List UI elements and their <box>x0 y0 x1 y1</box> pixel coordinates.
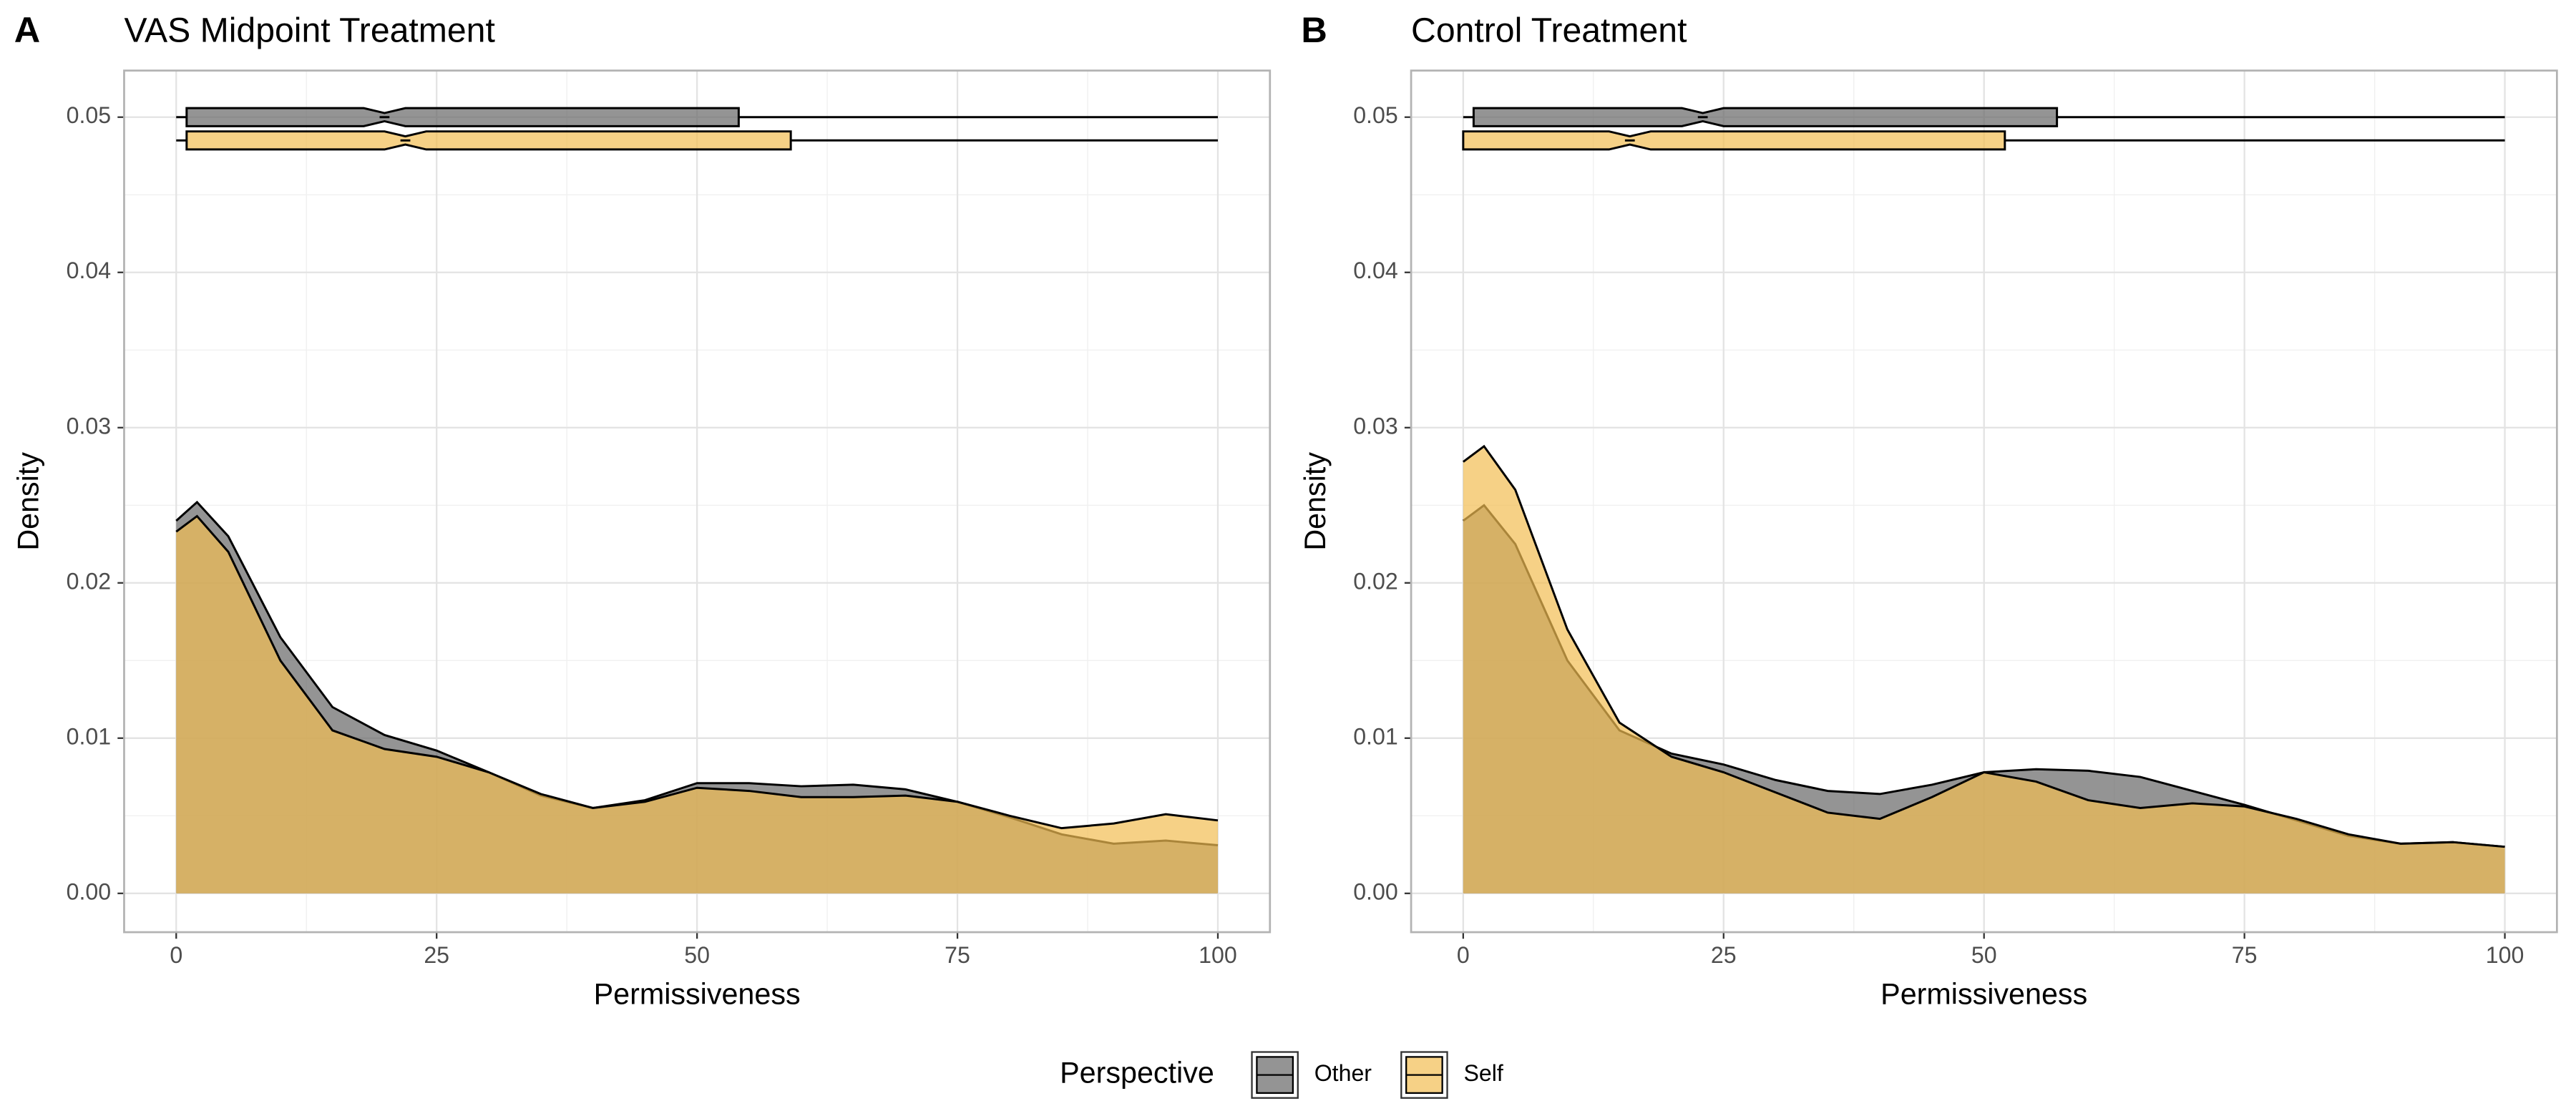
y-tick-label: 0.05 <box>67 102 111 128</box>
y-tick-label: 0.00 <box>1353 878 1398 904</box>
box <box>1462 130 2006 151</box>
panel-title: Control Treatment <box>1411 11 1687 50</box>
legend-label: Other <box>1314 1060 1372 1086</box>
panel-title: VAS Midpoint Treatment <box>124 11 495 50</box>
y-tick-label: 0.05 <box>1353 102 1398 128</box>
panel-tag: B <box>1301 9 1327 50</box>
y-tick-label: 0.01 <box>1353 723 1398 749</box>
x-tick-label: 100 <box>1199 942 1237 968</box>
box <box>185 130 792 151</box>
x-tick-label: 75 <box>2232 942 2258 968</box>
x-tick-label: 100 <box>2486 942 2524 968</box>
x-axis-label: Permissiveness <box>1880 977 2087 1010</box>
density-area <box>1463 446 2505 894</box>
y-axis-label: Density <box>1299 452 1332 551</box>
x-tick-label: 50 <box>684 942 710 968</box>
y-tick-label: 0.04 <box>67 258 111 283</box>
box <box>1472 107 2059 127</box>
x-tick-label: 0 <box>1457 942 1470 968</box>
density-line <box>175 514 1219 830</box>
density-area <box>176 516 1218 894</box>
x-tick-label: 25 <box>1711 942 1737 968</box>
box <box>185 107 740 127</box>
plot-border <box>1410 69 2558 934</box>
x-tick-label: 25 <box>424 942 449 968</box>
x-axis-label: Permissiveness <box>594 977 801 1010</box>
plot-border <box>123 69 1272 934</box>
y-tick-label: 0.03 <box>1353 413 1398 439</box>
y-axis-label: Density <box>12 452 45 551</box>
y-tick-label: 0.03 <box>67 413 111 439</box>
x-tick-label: 50 <box>1971 942 1997 968</box>
y-tick-label: 0.00 <box>67 878 111 904</box>
density-line <box>1462 444 2505 848</box>
legend-label: Self <box>1463 1060 1503 1086</box>
legend-title: Perspective <box>1060 1057 1214 1090</box>
y-tick-label: 0.01 <box>67 723 111 749</box>
x-tick-label: 0 <box>170 942 182 968</box>
y-tick-label: 0.02 <box>67 568 111 594</box>
y-tick-label: 0.02 <box>1353 568 1398 594</box>
y-tick-label: 0.04 <box>1353 258 1398 283</box>
x-tick-label: 75 <box>945 942 970 968</box>
panel-tag: A <box>14 9 40 50</box>
